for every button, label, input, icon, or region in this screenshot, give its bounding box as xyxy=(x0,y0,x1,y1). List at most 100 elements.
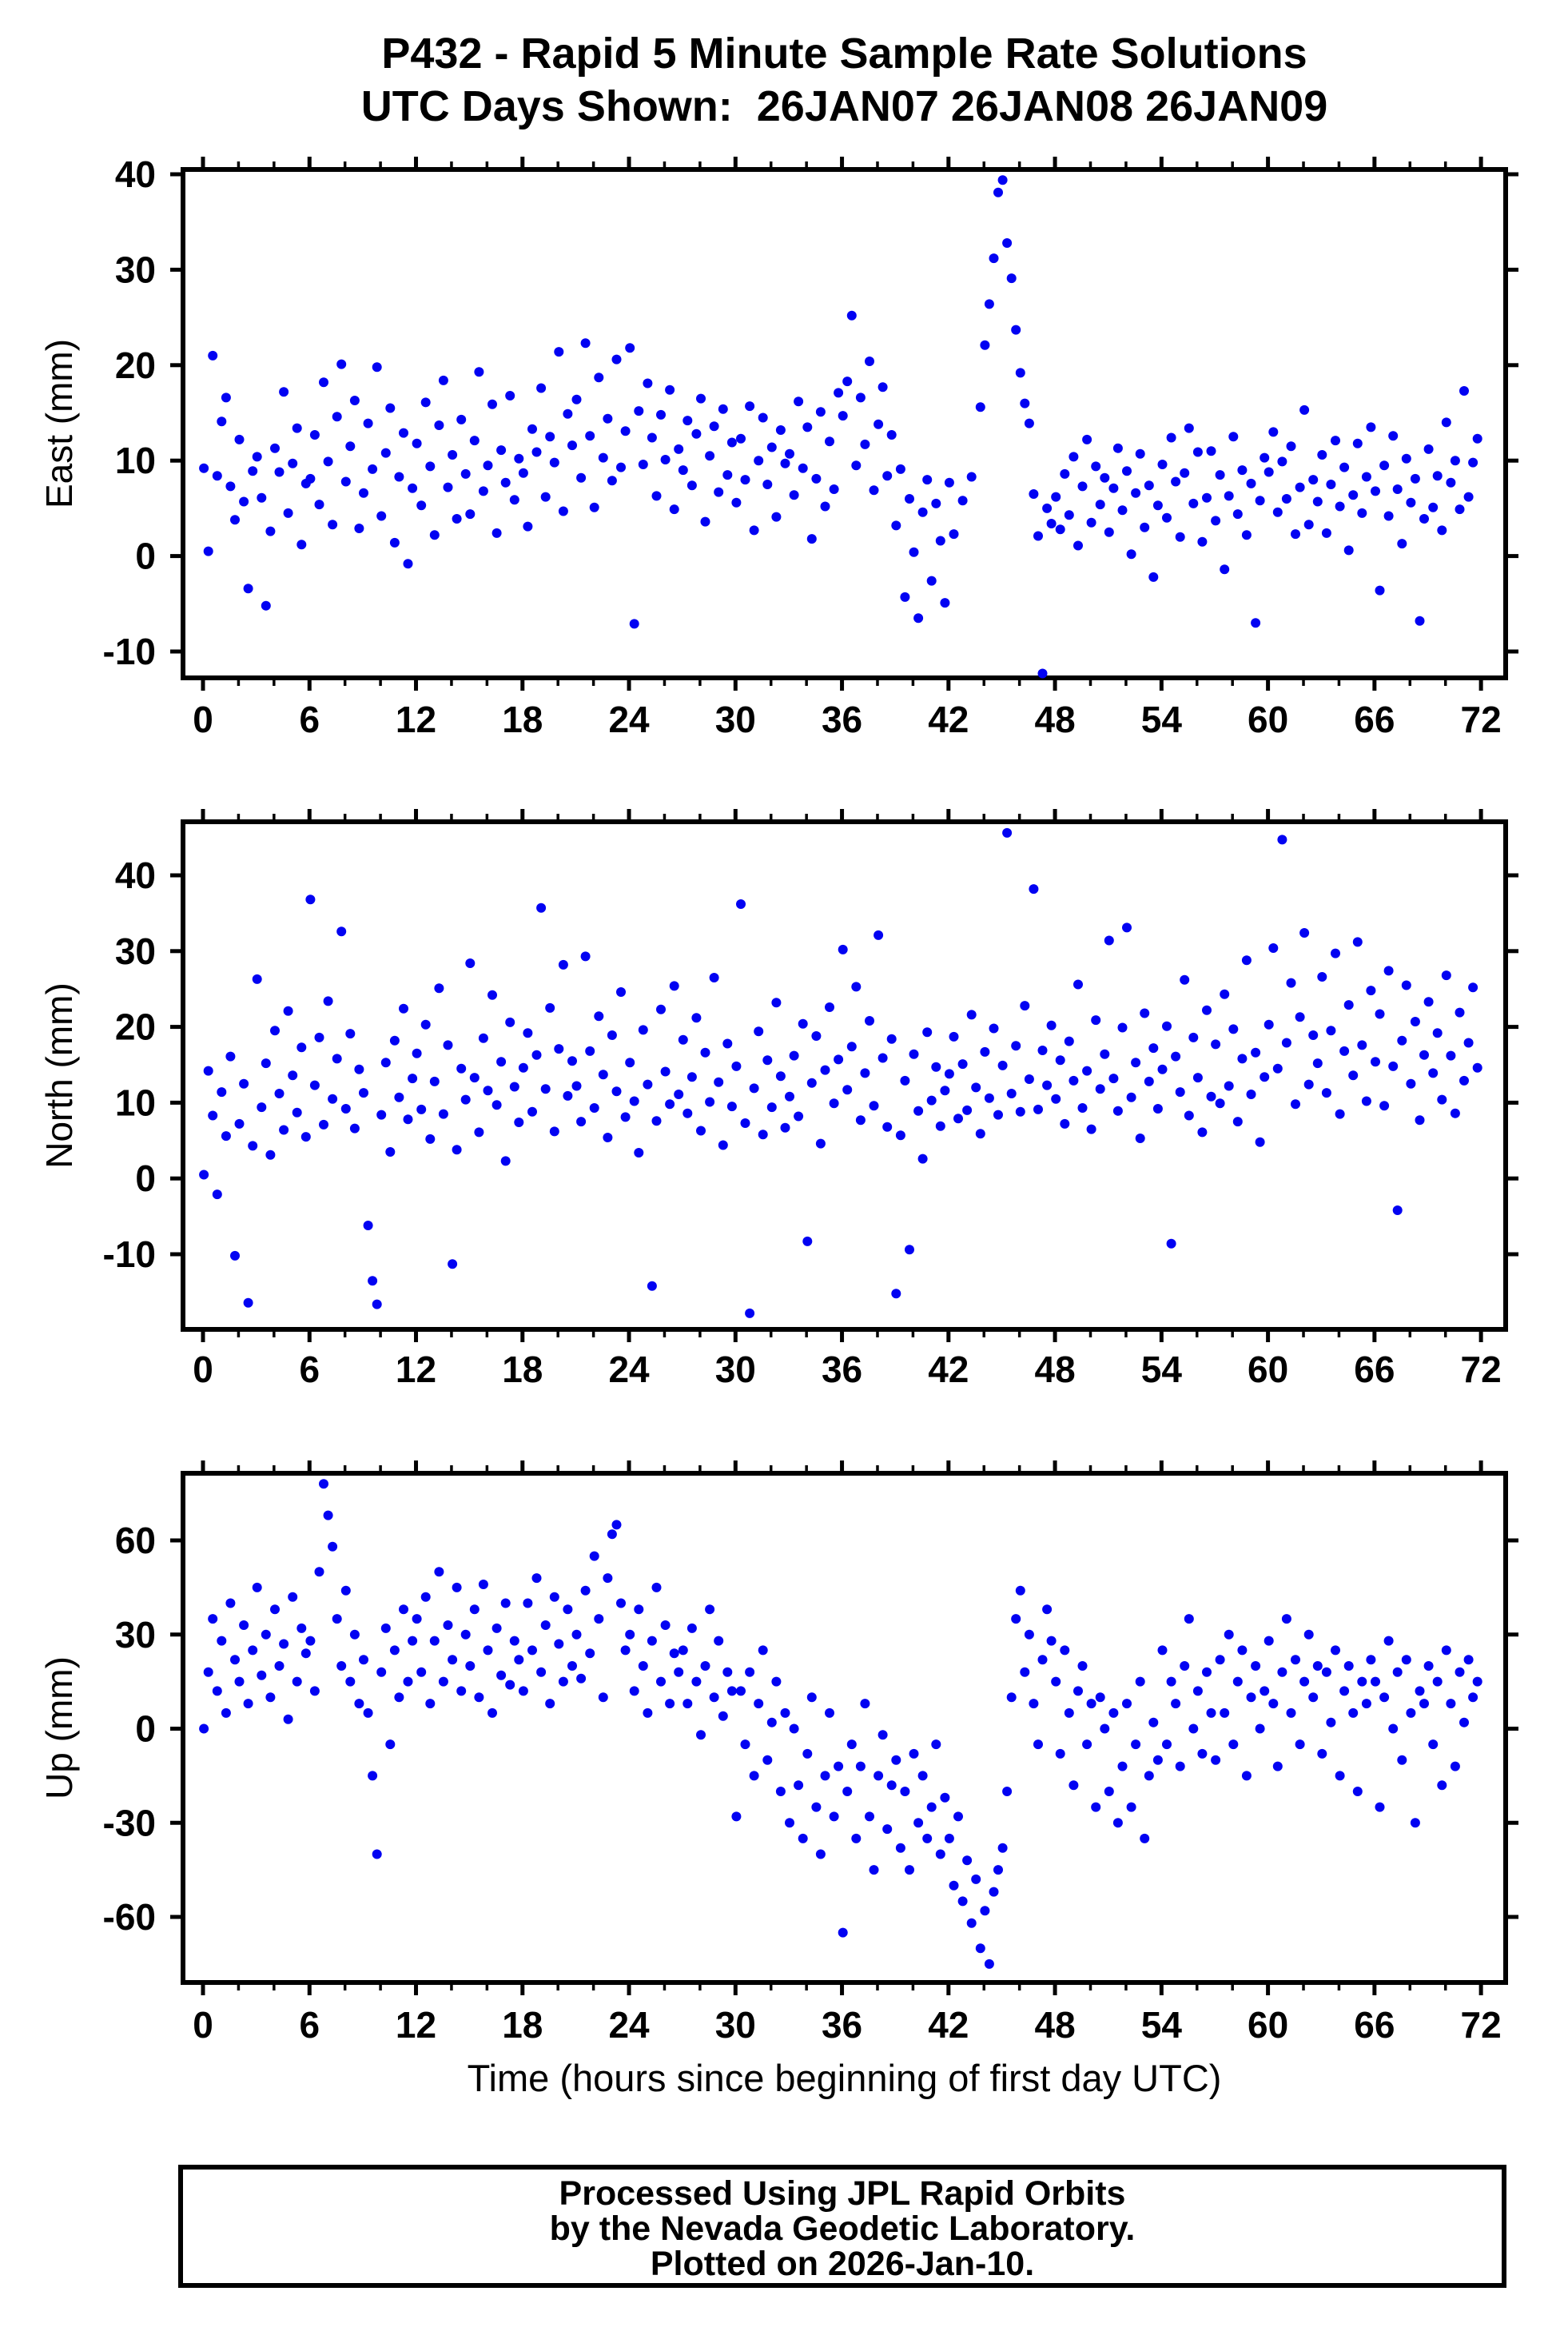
data-point xyxy=(488,1707,497,1718)
data-point xyxy=(478,486,488,496)
data-point xyxy=(412,438,422,448)
data-point xyxy=(1064,1036,1074,1046)
data-point xyxy=(225,481,236,492)
data-point xyxy=(1251,618,1261,628)
data-point xyxy=(696,393,706,404)
data-point xyxy=(913,1818,924,1828)
data-point xyxy=(944,477,954,488)
data-point xyxy=(975,1129,985,1139)
data-point xyxy=(203,546,213,556)
data-point xyxy=(594,1614,604,1624)
data-point xyxy=(1406,1707,1416,1718)
data-point xyxy=(669,981,679,991)
data-point xyxy=(203,1066,213,1076)
data-point xyxy=(399,1003,408,1014)
data-point xyxy=(1175,1761,1185,1771)
data-point xyxy=(1188,498,1199,508)
data-point xyxy=(1006,1692,1017,1703)
data-point xyxy=(429,1636,440,1646)
data-point xyxy=(580,338,591,349)
data-point xyxy=(319,377,328,388)
data-point xyxy=(1415,1686,1425,1696)
data-point xyxy=(926,576,937,586)
data-point xyxy=(634,1604,644,1615)
data-point xyxy=(589,1103,599,1113)
data-point xyxy=(1171,1051,1181,1062)
data-point xyxy=(598,452,608,463)
data-point xyxy=(957,1896,968,1907)
data-point xyxy=(443,482,453,492)
x-tick-label: 42 xyxy=(928,699,969,740)
data-point xyxy=(922,1833,933,1843)
data-point xyxy=(895,464,905,474)
data-point xyxy=(1260,1686,1270,1696)
data-point xyxy=(607,1529,617,1540)
data-point xyxy=(1224,1081,1234,1091)
data-point xyxy=(891,1289,901,1299)
data-point xyxy=(576,472,587,483)
data-point xyxy=(838,944,848,954)
data-point xyxy=(691,1676,702,1687)
data-point xyxy=(696,1730,706,1740)
data-point xyxy=(891,520,901,531)
x-tick-label: 24 xyxy=(608,2004,650,2046)
data-point xyxy=(1335,501,1345,512)
data-point xyxy=(1255,1137,1265,1147)
data-point xyxy=(385,403,396,413)
data-point xyxy=(1095,1084,1105,1094)
data-point xyxy=(300,1648,311,1659)
x-tick-label: 72 xyxy=(1461,699,1502,740)
data-point xyxy=(674,1090,684,1099)
data-point xyxy=(820,501,830,512)
data-point xyxy=(1423,997,1434,1007)
data-point xyxy=(1352,438,1363,448)
data-point xyxy=(571,1629,582,1640)
data-point xyxy=(625,343,635,353)
data-point xyxy=(359,1088,368,1098)
data-point xyxy=(1291,1099,1300,1110)
data-point xyxy=(208,1110,218,1121)
data-point xyxy=(740,1118,750,1128)
data-point xyxy=(754,456,764,466)
data-point xyxy=(425,1699,436,1709)
x-tick-label: 48 xyxy=(1034,2004,1075,2046)
y-tick-label: 30 xyxy=(115,930,156,972)
data-point xyxy=(1406,497,1416,508)
data-point xyxy=(1064,510,1074,520)
x-tick-label: 18 xyxy=(502,2004,543,2046)
data-point xyxy=(1379,1101,1390,1111)
data-point xyxy=(1002,1787,1013,1796)
data-point xyxy=(607,476,617,486)
data-point xyxy=(478,1580,488,1589)
data-point xyxy=(869,1101,879,1111)
data-point xyxy=(527,424,537,434)
data-point xyxy=(865,1811,874,1822)
data-point xyxy=(563,408,573,419)
data-point xyxy=(1388,1723,1399,1734)
data-point xyxy=(686,480,697,491)
data-point xyxy=(726,437,737,448)
data-point xyxy=(438,1676,448,1687)
data-point xyxy=(345,1029,356,1039)
panel-north: 0 6 12 18 24 30 36 42 48 54 60 66 72 -10 0 10 20 30 40 Nort… xyxy=(38,809,1518,1390)
data-point xyxy=(865,1016,874,1026)
data-point xyxy=(1220,564,1230,575)
data-point xyxy=(345,441,356,452)
x-tick-label: 6 xyxy=(299,2004,320,2046)
data-point xyxy=(1135,1676,1145,1687)
data-point xyxy=(882,471,893,481)
data-point xyxy=(225,1598,236,1608)
data-point xyxy=(1020,398,1030,408)
data-point xyxy=(749,1771,759,1781)
data-point xyxy=(332,412,342,422)
data-point xyxy=(616,462,626,472)
data-point xyxy=(1197,1748,1208,1759)
data-point xyxy=(1339,1686,1350,1696)
data-point xyxy=(1432,471,1443,481)
data-point xyxy=(736,899,746,909)
data-point xyxy=(469,1073,480,1083)
data-point xyxy=(328,1541,338,1552)
data-point xyxy=(731,1811,742,1822)
data-point xyxy=(838,1927,848,1938)
data-point xyxy=(1321,1088,1331,1098)
